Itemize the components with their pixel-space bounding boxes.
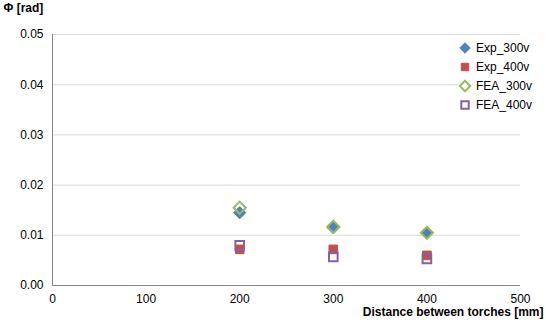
svg-text:500: 500	[510, 292, 531, 306]
html-text:Exp_400v: Exp_400v	[476, 59, 530, 74]
svg-text:200: 200	[230, 292, 250, 306]
svg-text:300: 300	[323, 292, 343, 306]
html-text:FEA_400v: FEA_400v	[476, 97, 532, 112]
svg-text:0.01: 0.01	[20, 228, 44, 242]
svg-text:Distance between torches [mm]: Distance between torches [mm]	[363, 305, 544, 319]
html-text:FEA_300v: FEA_300v	[476, 78, 532, 93]
svg-text:Φ [rad]: Φ [rad]	[4, 1, 44, 15]
svg-text:0.04: 0.04	[20, 78, 44, 92]
svg-text:0.00: 0.00	[20, 278, 44, 292]
svg-text:0.02: 0.02	[20, 178, 44, 192]
svg-text:0.03: 0.03	[20, 128, 44, 142]
svg-text:0: 0	[49, 292, 56, 306]
svg-text:100: 100	[136, 292, 156, 306]
svg-text:0.05: 0.05	[20, 27, 44, 41]
svg-text:400: 400	[416, 292, 437, 306]
html-text:Exp_300v: Exp_300v	[476, 40, 530, 55]
